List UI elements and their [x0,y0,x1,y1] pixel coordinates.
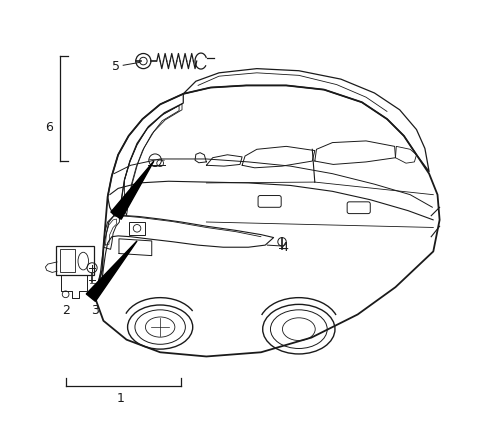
Polygon shape [86,241,137,301]
Text: 3: 3 [91,304,99,317]
Text: 2: 2 [61,304,70,317]
Polygon shape [111,161,154,219]
Text: 6: 6 [45,121,53,134]
Text: 1: 1 [116,392,124,405]
Text: 4: 4 [280,241,288,254]
Text: 5: 5 [112,60,120,73]
